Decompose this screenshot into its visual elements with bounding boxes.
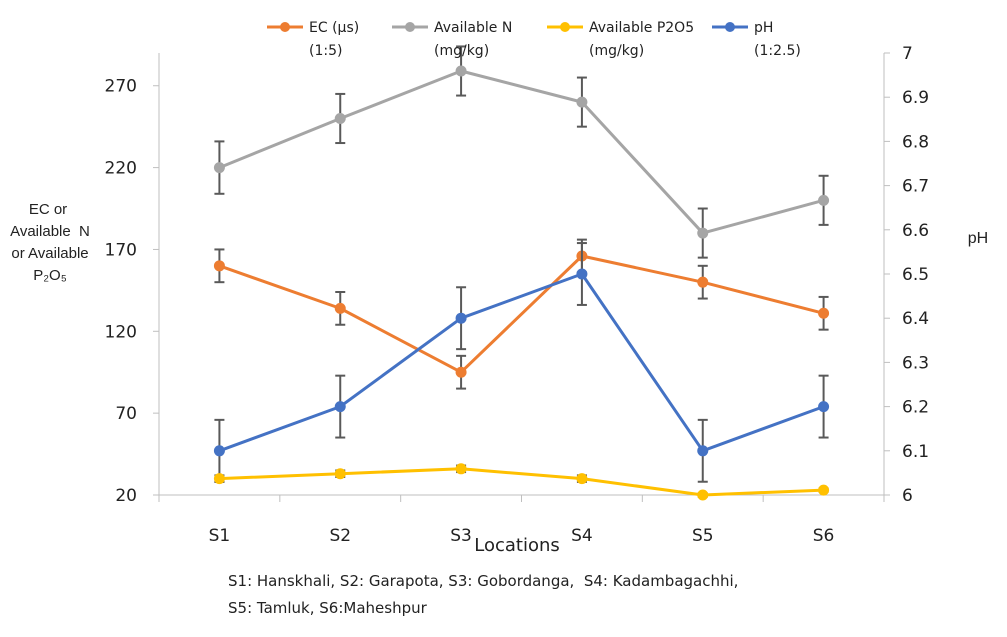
y-tick-label: 220 [105,159,137,179]
legend-label: pH [754,20,773,36]
legend-label-units: (1:2.5) [754,43,801,59]
legend: EC (µs)(1:5)Available N(mg/kg)Available … [267,20,801,59]
data-point [213,260,225,272]
legend-swatch-marker [560,22,570,32]
data-point [334,401,346,413]
data-point [455,312,467,324]
y2-tick-label: 7 [902,44,913,64]
data-point [697,445,709,457]
y2-tick-label: 6.6 [902,221,929,241]
y-tick-label: 120 [105,322,137,342]
legend-label: Available P2O5 [589,20,694,36]
data-point [213,162,225,174]
x-tick-label: S3 [450,526,472,546]
y2-tick-label: 6.5 [902,265,929,285]
legend-item: Available N (mg/kg) [392,20,512,59]
y-tick-label: 70 [115,404,137,424]
data-point [576,96,588,108]
y2-tick-label: 6.2 [902,398,929,418]
data-point [455,65,467,77]
series-line [218,272,825,453]
legend-swatch-marker [725,22,735,32]
data-point [697,489,709,501]
data-point [334,468,346,480]
legend-swatch-marker [280,22,290,32]
y-tick-label: 270 [105,77,137,97]
series-available-p2o5 [213,463,830,501]
data-point [334,302,346,314]
y2-tick-label: 6.9 [902,88,929,108]
legend-swatch-marker [405,22,415,32]
y-tick-label: 170 [105,240,137,260]
y2-tick-label: 6 [902,486,913,506]
data-point [697,276,709,288]
legend-label-units: (mg/kg) [589,43,644,59]
data-point [334,112,346,124]
data-point [697,227,709,239]
y-tick-label: 20 [115,486,137,506]
series-line [218,69,824,235]
series-line [219,467,824,497]
legend-item: Available P2O5 (mg/kg) [547,20,694,59]
data-point [213,473,225,485]
axes: 20 70 120 170 220 270 6 6.1 6.2 6.3 6.4 6.5 6.6 6.7 6.… [105,44,930,546]
x-tick-label: S4 [571,526,593,546]
data-point [576,473,588,485]
data-point [576,268,588,280]
y-axis-label-line-2: Available N [10,223,90,240]
legend-label-units: (mg/kg) [434,43,489,59]
y2-tick-label: 6.8 [902,132,929,152]
series-available-n [213,45,830,259]
x-tick-label: S6 [813,526,835,546]
data-point [455,463,467,475]
series-ec-s- [213,238,830,390]
data-point [455,366,467,378]
series-ph [213,242,830,483]
x-tick-label: S1 [209,526,231,546]
y2-tick-label: 6.1 [902,442,929,462]
y2-tick-label: 6.4 [902,309,929,329]
data-point [818,484,830,496]
x-tick-label: S5 [692,526,714,546]
y2-tick-label: 6.7 [902,177,929,197]
legend-item: EC (µs) (1:5) [267,20,359,59]
y2-tick-label: 6.3 [902,353,929,373]
legend-label: EC (µs) [309,20,359,36]
x-tick-label: S2 [329,526,351,546]
y-axis-label-line-4: P₂O₅ [33,267,67,284]
data-point [818,307,830,319]
footnote-line-2: S5: Tamluk, S6:Maheshpur [228,599,428,617]
y-axis-label-line-3: or Available [11,245,88,262]
footnote-line-1: S1: Hanskhali, S2: Garapota, S3: Goborda… [228,572,738,590]
y-axis-label-line-1: EC or [29,201,67,218]
series-layer [213,45,830,501]
data-point [818,401,830,413]
x-axis-label: Locations [474,535,560,556]
data-point [213,445,225,457]
legend-label-units: (1:5) [309,43,342,59]
legend-item: pH (1:2.5) [712,20,801,59]
y2-axis-label: pH [968,230,988,247]
series-line [218,254,824,374]
legend-label: Available N [434,20,512,36]
data-point [818,194,830,206]
